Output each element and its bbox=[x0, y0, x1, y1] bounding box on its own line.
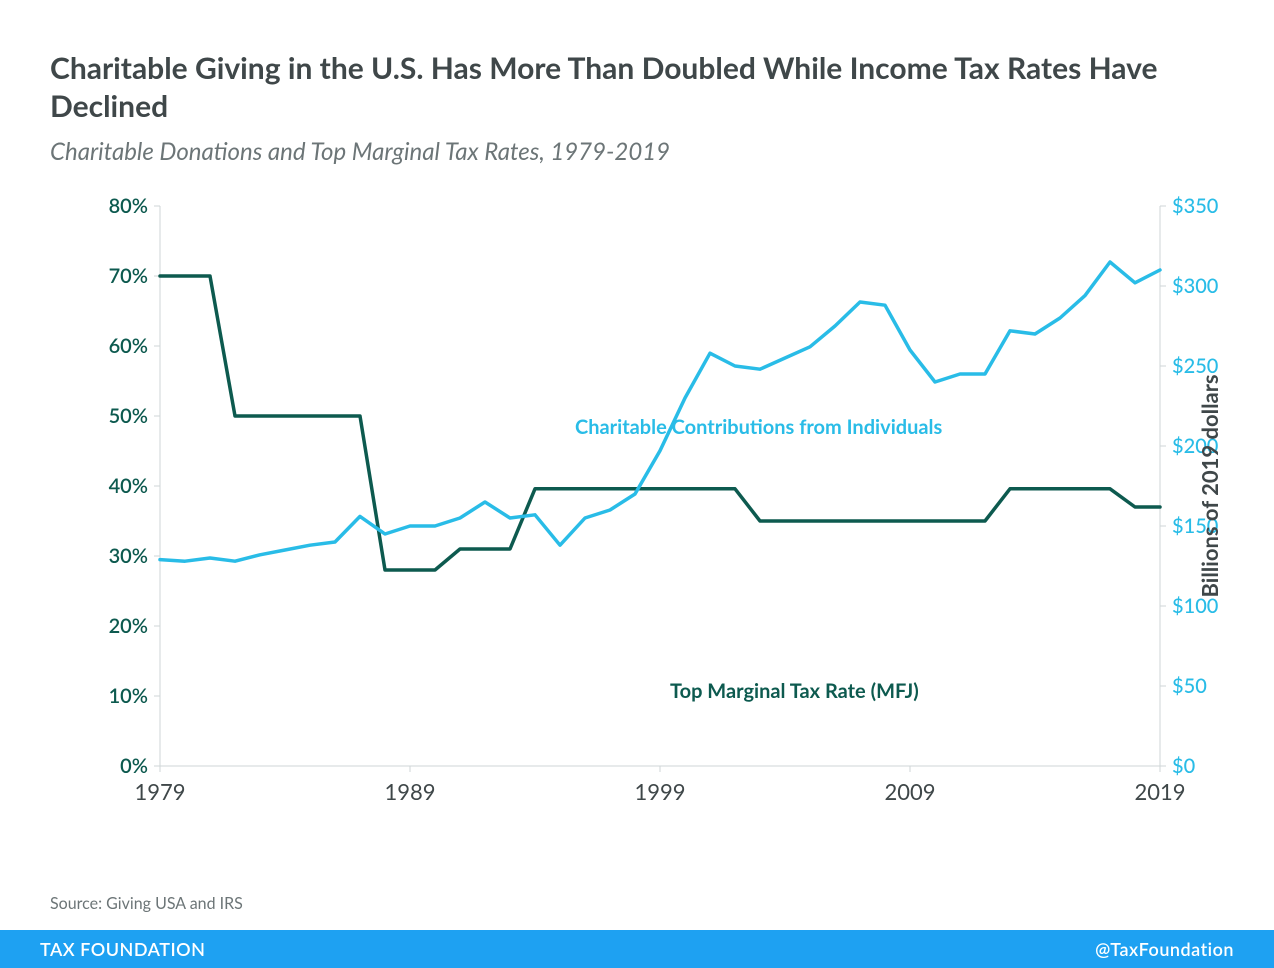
svg-text:$0: $0 bbox=[1172, 754, 1196, 778]
svg-text:Top Marginal Tax Rate (MFJ): Top Marginal Tax Rate (MFJ) bbox=[670, 679, 919, 703]
svg-text:30%: 30% bbox=[109, 544, 148, 568]
svg-text:80%: 80% bbox=[109, 196, 148, 218]
svg-text:20%: 20% bbox=[109, 614, 148, 638]
svg-text:0%: 0% bbox=[120, 754, 148, 778]
line-chart: 0%10%20%30%40%50%60%70%80%$0$50$100$150$… bbox=[50, 196, 1224, 836]
footer-org: TAX FOUNDATION bbox=[40, 938, 205, 960]
svg-text:$250: $250 bbox=[1172, 354, 1219, 378]
svg-text:10%: 10% bbox=[109, 684, 148, 708]
source-text: Source: Giving USA and IRS bbox=[50, 894, 1224, 913]
svg-text:1979: 1979 bbox=[134, 778, 185, 805]
footer-bar: TAX FOUNDATION @TaxFoundation bbox=[0, 930, 1274, 968]
svg-text:Billions of 2019 dollars: Billions of 2019 dollars bbox=[1196, 374, 1223, 597]
svg-text:2019: 2019 bbox=[1134, 778, 1185, 805]
svg-text:Charitable Contributions from: Charitable Contributions from Individual… bbox=[575, 415, 943, 439]
svg-text:1989: 1989 bbox=[384, 778, 435, 805]
svg-text:50%: 50% bbox=[109, 404, 148, 428]
svg-text:70%: 70% bbox=[109, 264, 148, 288]
svg-text:40%: 40% bbox=[109, 474, 148, 498]
svg-text:60%: 60% bbox=[109, 334, 148, 358]
chart-subtitle: Charitable Donations and Top Marginal Ta… bbox=[50, 137, 1224, 166]
svg-text:$50: $50 bbox=[1172, 674, 1207, 698]
svg-text:1999: 1999 bbox=[634, 778, 685, 805]
svg-text:$300: $300 bbox=[1172, 274, 1219, 298]
chart-area: 0%10%20%30%40%50%60%70%80%$0$50$100$150$… bbox=[50, 196, 1224, 876]
svg-text:$350: $350 bbox=[1172, 196, 1219, 218]
footer-handle: @TaxFoundation bbox=[1095, 938, 1234, 960]
svg-text:2009: 2009 bbox=[884, 778, 935, 805]
chart-title: Charitable Giving in the U.S. Has More T… bbox=[50, 50, 1224, 125]
